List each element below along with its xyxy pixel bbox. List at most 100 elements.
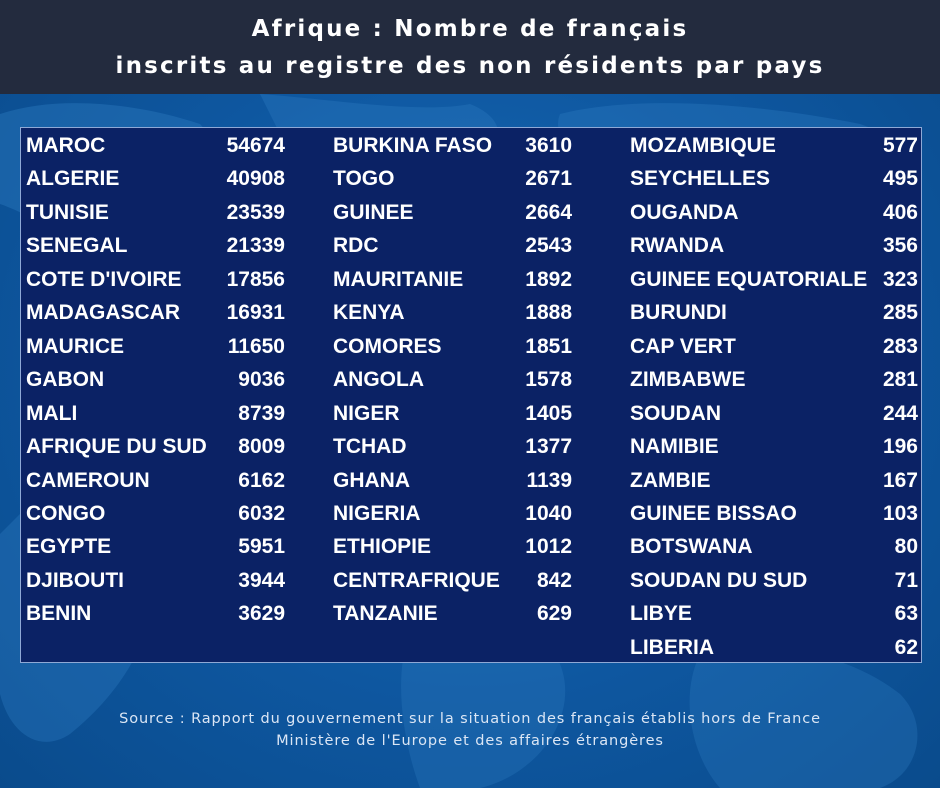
country-name: MADAGASCAR bbox=[26, 301, 180, 325]
table-row: LIBYE 63 bbox=[630, 597, 918, 630]
country-value: 196 bbox=[882, 435, 918, 459]
country-name: SENEGAL bbox=[26, 234, 128, 258]
country-value: 1012 bbox=[525, 535, 572, 559]
country-value: 167 bbox=[882, 468, 918, 492]
table-row: CONGO 6032 bbox=[26, 497, 285, 530]
table-row: GUINEE BISSAO 103 bbox=[630, 497, 918, 530]
country-name: BOTSWANA bbox=[630, 535, 753, 559]
table-row: GUINEE EQUATORIALE 323 bbox=[630, 263, 918, 296]
table-row: RWANDA 356 bbox=[630, 229, 918, 262]
country-name: CONGO bbox=[26, 501, 106, 525]
table-row: MADAGASCAR 16931 bbox=[26, 296, 285, 329]
country-value: 1888 bbox=[525, 301, 572, 325]
table-row: SOUDAN 244 bbox=[630, 397, 918, 430]
table-row: MAROC 54674 bbox=[26, 129, 285, 162]
country-name: GUINEE EQUATORIALE bbox=[630, 267, 868, 291]
table-row: ANGOLA 1578 bbox=[333, 363, 572, 396]
country-value: 21339 bbox=[226, 234, 285, 258]
table-row: MALI 8739 bbox=[26, 397, 285, 430]
table-row: DJIBOUTI 3944 bbox=[26, 564, 285, 597]
country-value: 103 bbox=[882, 501, 918, 525]
country-value: 80 bbox=[894, 535, 918, 559]
country-value: 71 bbox=[894, 568, 918, 592]
table-row: TOGO 2671 bbox=[333, 162, 572, 195]
country-name: TUNISIE bbox=[26, 200, 109, 224]
country-value: 54674 bbox=[226, 134, 285, 157]
country-value: 1405 bbox=[525, 401, 572, 425]
country-name: NAMIBIE bbox=[630, 435, 719, 459]
country-value: 244 bbox=[882, 401, 918, 425]
table-row: BOTSWANA 80 bbox=[630, 530, 918, 563]
country-value: 323 bbox=[882, 267, 918, 291]
country-name: ANGOLA bbox=[333, 368, 424, 392]
country-name: ETHIOPIE bbox=[333, 535, 432, 559]
table-row: LIBERIA 62 bbox=[630, 631, 918, 664]
country-name: BENIN bbox=[26, 602, 92, 626]
table-row: COTE D'IVOIRE 17856 bbox=[26, 263, 285, 296]
country-name: GUINEE BISSAO bbox=[630, 501, 797, 525]
table-row: SENEGAL 21339 bbox=[26, 229, 285, 262]
country-value: 16931 bbox=[226, 301, 285, 325]
page-title-line2: inscrits au registre des non résidents p… bbox=[115, 53, 825, 79]
country-name: BURKINA FASO bbox=[333, 134, 493, 157]
country-name: LIBERIA bbox=[630, 635, 714, 659]
country-name: DJIBOUTI bbox=[26, 568, 125, 592]
country-name: TANZANIE bbox=[333, 602, 438, 626]
country-value: 2664 bbox=[525, 200, 572, 224]
table-row: CENTRAFRIQUE 842 bbox=[333, 564, 572, 597]
country-value: 1040 bbox=[525, 501, 572, 525]
table-row: RDC 2543 bbox=[333, 229, 572, 262]
table-row: GABON 9036 bbox=[26, 363, 285, 396]
table-row: NIGERIA 1040 bbox=[333, 497, 572, 530]
country-value: 9036 bbox=[238, 368, 285, 392]
country-name: CAP VERT bbox=[630, 334, 736, 358]
country-name: EGYPTE bbox=[26, 535, 112, 559]
source-line2: Ministère de l'Europe et des affaires ét… bbox=[276, 733, 664, 749]
country-name: MAURICE bbox=[26, 334, 124, 358]
country-name: CENTRAFRIQUE bbox=[333, 568, 500, 592]
table-row: TUNISIE 23539 bbox=[26, 196, 285, 229]
country-value: 356 bbox=[882, 234, 918, 258]
country-name: MOZAMBIQUE bbox=[630, 134, 776, 157]
table-row: NIGER 1405 bbox=[333, 397, 572, 430]
country-name: SOUDAN bbox=[630, 401, 722, 425]
country-name: TOGO bbox=[333, 167, 395, 191]
country-name: ZIMBABWE bbox=[630, 368, 746, 392]
country-value: 3944 bbox=[238, 568, 285, 592]
country-value: 11650 bbox=[227, 334, 285, 358]
country-name: GABON bbox=[26, 368, 105, 392]
table-row: ETHIOPIE 1012 bbox=[333, 530, 572, 563]
source-line1: Source : Rapport du gouvernement sur la … bbox=[119, 711, 821, 727]
country-name: ALGERIE bbox=[26, 167, 120, 191]
country-value: 17856 bbox=[226, 267, 285, 291]
country-value: 281 bbox=[882, 368, 918, 392]
table-row: COMORES 1851 bbox=[333, 330, 572, 363]
table-row: SOUDAN DU SUD 71 bbox=[630, 564, 918, 597]
country-value: 842 bbox=[536, 568, 572, 592]
country-name: GUINEE bbox=[333, 200, 414, 224]
country-name: AFRIQUE DU SUD bbox=[26, 435, 207, 459]
table-row: CAP VERT 283 bbox=[630, 330, 918, 363]
country-name: MALI bbox=[26, 401, 78, 425]
data-table bbox=[20, 127, 922, 663]
table-row: TANZANIE 629 bbox=[333, 597, 572, 630]
country-value: 2671 bbox=[525, 167, 572, 191]
country-name: OUGANDA bbox=[630, 200, 739, 224]
country-name: ZAMBIE bbox=[630, 468, 711, 492]
country-name: RWANDA bbox=[630, 234, 725, 258]
table-row: TCHAD 1377 bbox=[333, 430, 572, 463]
country-value: 40908 bbox=[226, 167, 285, 191]
country-value: 1377 bbox=[525, 435, 572, 459]
country-value: 3610 bbox=[525, 134, 572, 157]
country-name: GHANA bbox=[333, 468, 410, 492]
table-row: EGYPTE 5951 bbox=[26, 530, 285, 563]
country-value: 1578 bbox=[525, 368, 572, 392]
page-title-line1: Afrique : Nombre de français bbox=[251, 16, 689, 42]
table-row: BENIN 3629 bbox=[26, 597, 285, 630]
country-value: 2543 bbox=[525, 234, 572, 258]
table-row: KENYA 1888 bbox=[333, 296, 572, 329]
country-value: 63 bbox=[894, 602, 918, 626]
table-row: ZAMBIE 167 bbox=[630, 464, 918, 497]
country-value: 1892 bbox=[525, 267, 572, 291]
country-value: 8009 bbox=[238, 435, 285, 459]
